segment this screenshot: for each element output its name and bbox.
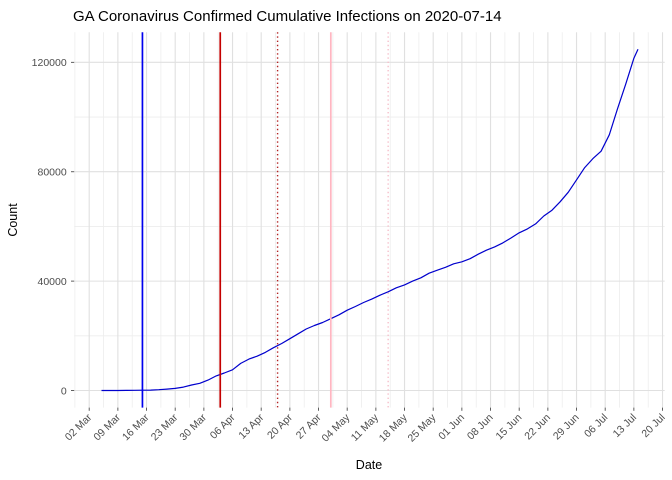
x-tick-label: 04 May: [319, 411, 352, 444]
x-tick-label: 09 Mar: [91, 411, 123, 443]
x-tick-label: 23 Mar: [149, 411, 181, 443]
x-tick-label: 20 Apr: [265, 411, 295, 441]
y-tick-label: 0: [61, 385, 67, 397]
x-tick-label: 16 Mar: [120, 411, 152, 443]
x-tick-label: 08 Jun: [465, 412, 496, 443]
x-tick-label: 18 May: [377, 411, 410, 444]
x-tick-label: 02 Mar: [63, 411, 95, 443]
minor-gridlines: [74, 32, 665, 408]
x-tick-label: 22 Jun: [522, 412, 553, 443]
y-tick-label: 120000: [32, 57, 67, 69]
x-tick-label: 01 Jun: [436, 412, 467, 443]
y-tick-label: 40000: [37, 276, 66, 288]
series-group: [101, 48, 639, 392]
y-tick-label: 80000: [37, 167, 66, 179]
x-tick-label: 06 Apr: [208, 411, 238, 441]
x-axis-title: Date: [356, 458, 382, 472]
x-tick-label: 11 May: [349, 411, 382, 444]
x-tick-label: 15 Jun: [494, 412, 525, 443]
x-tick-label: 29 Jun: [551, 412, 582, 443]
major-gridlines: [74, 32, 665, 408]
x-tick-label: 20 Jul: [639, 412, 667, 440]
x-tick-label: 13 Apr: [236, 411, 266, 441]
y-axis-title: Count: [6, 203, 20, 237]
event-vlines: [141, 32, 389, 408]
chart-title: GA Coronavirus Confirmed Cumulative Infe…: [73, 8, 502, 25]
axis-ticks: [71, 61, 663, 411]
x-tick-label: 13 Jul: [611, 412, 639, 440]
x-tick-label: 06 Jul: [582, 412, 610, 440]
x-tick-label: 25 May: [405, 411, 438, 444]
series-line: [101, 48, 639, 392]
x-tick-label: 30 Mar: [177, 411, 209, 443]
